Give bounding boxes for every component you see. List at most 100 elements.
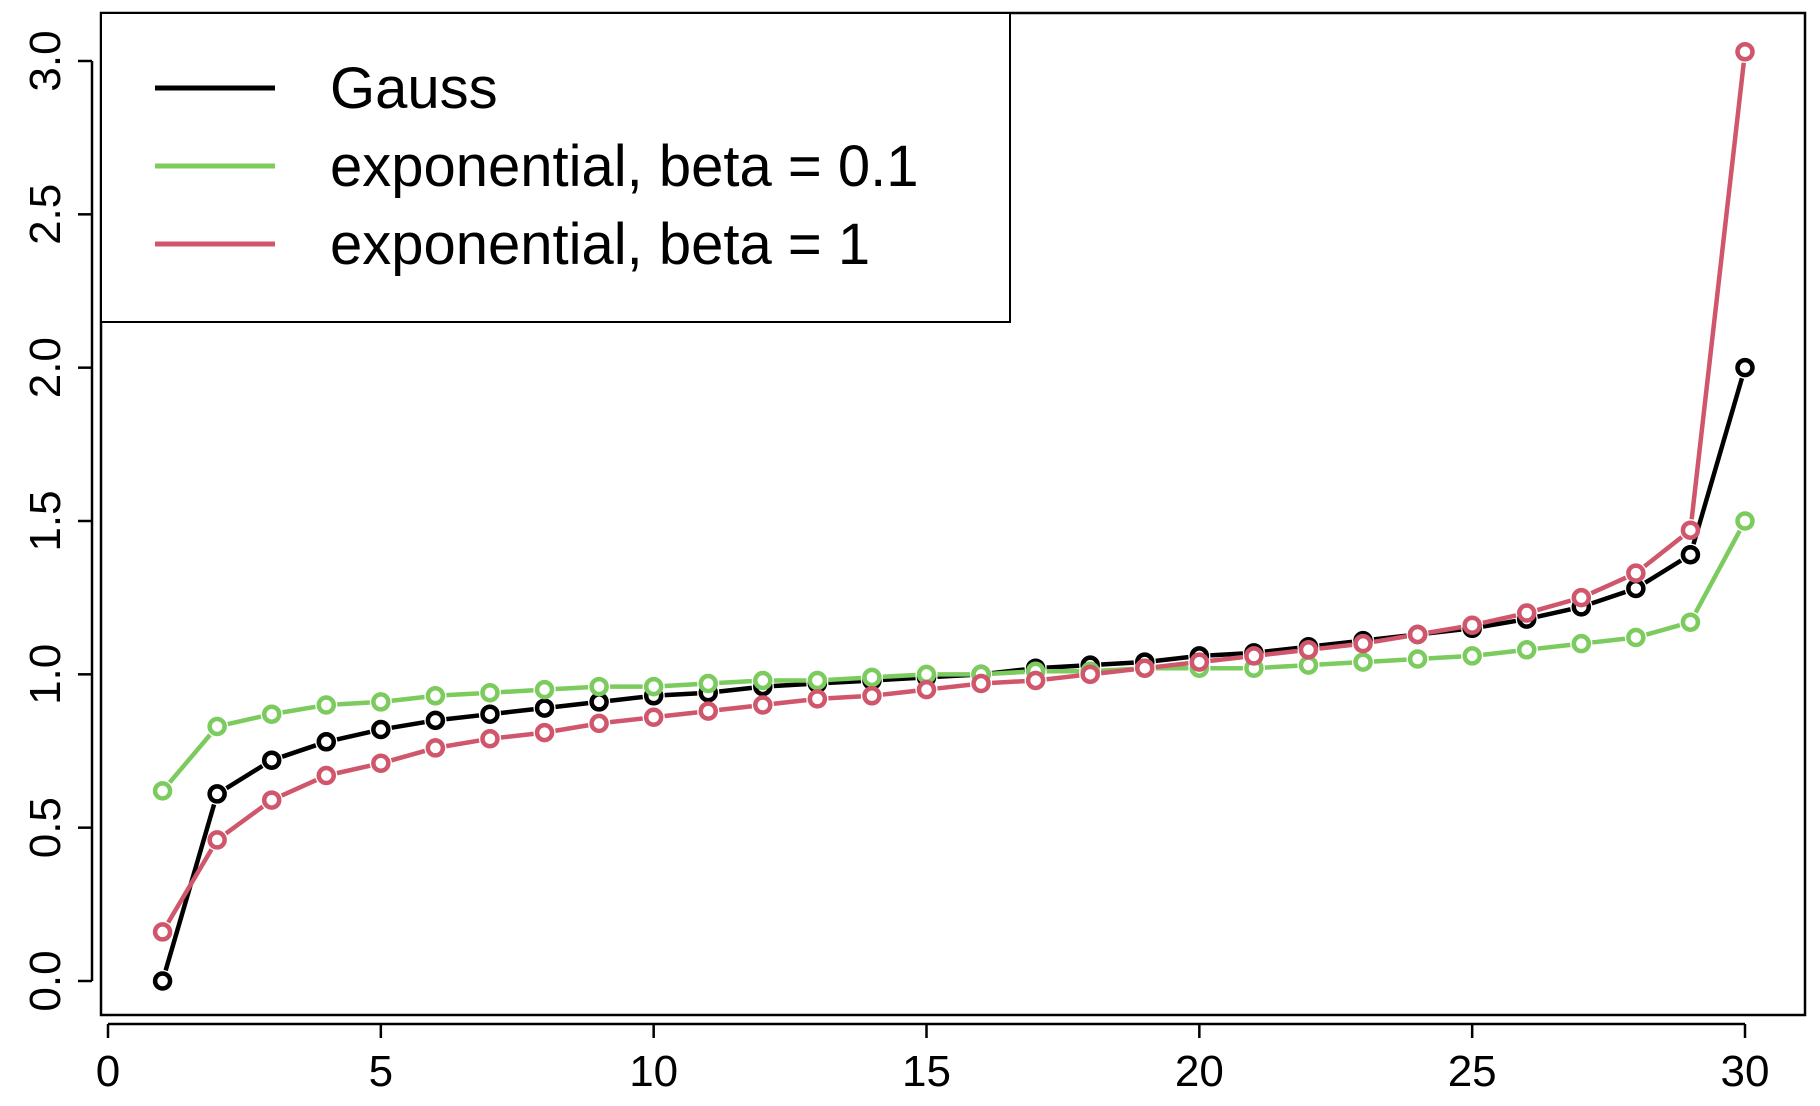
data-point (316, 765, 337, 786)
series-segment (500, 707, 534, 716)
data-point (371, 753, 391, 774)
series-segment (1645, 623, 1681, 637)
data-point (207, 784, 227, 804)
data-point (371, 719, 391, 740)
data-point (316, 695, 337, 715)
series-segment (1482, 618, 1517, 629)
data-point (261, 790, 282, 810)
x-tick-label: 5 (369, 1047, 393, 1096)
series-segment (1482, 648, 1517, 657)
series-segment (390, 748, 426, 763)
series-segment (280, 777, 318, 798)
series-segment (500, 688, 534, 695)
series-segment (1210, 651, 1244, 658)
x-tick-label: 0 (96, 1047, 120, 1096)
data-point (1025, 670, 1046, 691)
data-point (1407, 624, 1428, 645)
data-point (371, 692, 391, 712)
series-segment (719, 678, 752, 686)
series-2 (152, 42, 1755, 942)
data-point (152, 922, 173, 942)
data-point (1298, 640, 1319, 660)
data-point (1407, 649, 1428, 669)
data-point (807, 689, 828, 709)
series-segment (991, 678, 1025, 686)
series-segment (1101, 660, 1134, 667)
series-segment (1591, 636, 1626, 645)
series-segment (609, 694, 643, 703)
series-segment (446, 713, 480, 722)
series-segment (1100, 667, 1135, 676)
series-segment (664, 681, 698, 689)
data-point (1735, 357, 1755, 378)
series-segment (1693, 529, 1742, 614)
series-segment (828, 694, 862, 701)
data-point (316, 732, 337, 752)
series-segment (446, 691, 480, 698)
series-segment (1537, 642, 1571, 651)
data-point (971, 673, 991, 694)
data-point (1353, 633, 1373, 654)
series-segment (336, 763, 371, 776)
data-point (753, 695, 773, 715)
data-point (1244, 646, 1264, 666)
data-point (1626, 578, 1646, 599)
series-segment (718, 685, 753, 694)
data-point (1735, 511, 1755, 531)
series-segment (1155, 654, 1189, 664)
series-segment (882, 672, 916, 680)
data-point (1353, 652, 1373, 672)
data-point (1680, 612, 1701, 632)
data-point (152, 971, 173, 991)
series-segment (1536, 607, 1572, 619)
series-segment (1482, 613, 1517, 626)
series-segment (1264, 648, 1298, 657)
series-segment (1264, 663, 1298, 670)
data-point (589, 713, 609, 734)
series-segment (664, 710, 698, 719)
data-point (753, 670, 773, 691)
data-point (480, 682, 500, 703)
series-segment (773, 681, 807, 689)
series-segment (609, 716, 643, 725)
x-tick-label: 10 (629, 1047, 678, 1096)
series-1 (152, 511, 1755, 801)
series-segment (282, 704, 316, 715)
data-point (207, 716, 227, 737)
data-point (1462, 646, 1482, 666)
series-segment (555, 700, 589, 710)
series-segment (225, 764, 264, 791)
data-point (698, 701, 718, 721)
y-tick-label: 1.5 (21, 490, 70, 551)
series-segment (937, 682, 971, 691)
series-segment (167, 733, 212, 784)
data-point (261, 750, 282, 770)
data-point (589, 676, 609, 697)
series-segment (1319, 639, 1353, 648)
series-segment (773, 697, 807, 707)
y-tick-label: 0.0 (21, 950, 70, 1011)
series-segment (336, 729, 371, 742)
series-segment (337, 700, 370, 707)
data-point (1680, 544, 1701, 565)
series-segment (828, 678, 862, 686)
series-segment (664, 691, 698, 698)
series-segment (500, 731, 534, 740)
data-point (1680, 520, 1701, 540)
series-segment (166, 848, 214, 924)
series-segment (391, 694, 425, 703)
series-segment (1428, 654, 1462, 661)
data-point (807, 670, 828, 691)
data-point (480, 704, 500, 724)
data-point (916, 679, 937, 700)
data-point (1462, 615, 1482, 636)
series-segment (1691, 377, 1745, 545)
series-segment (1319, 660, 1353, 667)
legend-label: exponential, beta = 1 (330, 212, 870, 277)
y-tick-label: 3.0 (21, 30, 70, 91)
series-segment (1536, 598, 1572, 613)
data-point (589, 692, 609, 712)
series-segment (445, 738, 480, 749)
series-segment (1210, 654, 1244, 664)
